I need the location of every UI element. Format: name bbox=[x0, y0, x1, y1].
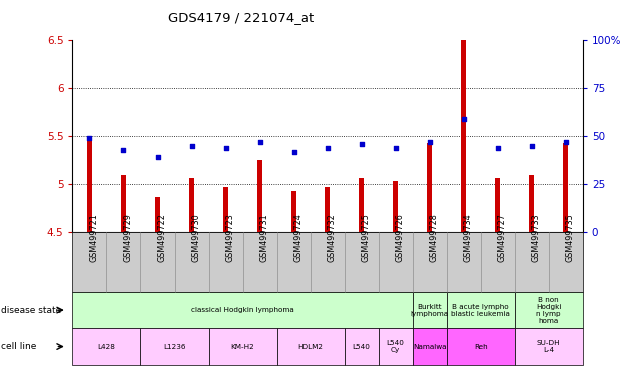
Text: GSM499735: GSM499735 bbox=[566, 214, 575, 262]
Text: L428: L428 bbox=[98, 344, 115, 349]
Text: KM-H2: KM-H2 bbox=[231, 344, 255, 349]
Text: GSM499729: GSM499729 bbox=[123, 213, 132, 262]
Point bbox=[152, 154, 163, 161]
Point bbox=[118, 147, 129, 153]
Point bbox=[527, 143, 537, 149]
Text: Namalwa: Namalwa bbox=[413, 344, 447, 349]
Point bbox=[493, 145, 503, 151]
Text: L540
Cy: L540 Cy bbox=[387, 340, 404, 353]
Point bbox=[84, 135, 94, 141]
Text: cell line: cell line bbox=[1, 342, 37, 351]
Text: SU-DH
L-4: SU-DH L-4 bbox=[537, 340, 561, 353]
Point bbox=[357, 141, 367, 147]
Text: classical Hodgkin lymphoma: classical Hodgkin lymphoma bbox=[191, 307, 294, 313]
Text: L540: L540 bbox=[353, 344, 370, 349]
Bar bbox=[291, 191, 296, 232]
Text: GSM499732: GSM499732 bbox=[328, 214, 336, 262]
Text: GSM499723: GSM499723 bbox=[226, 214, 234, 262]
Text: GSM499731: GSM499731 bbox=[260, 214, 268, 262]
Text: GSM499725: GSM499725 bbox=[362, 213, 370, 262]
Point bbox=[289, 149, 299, 155]
Text: GSM499721: GSM499721 bbox=[89, 214, 98, 262]
Text: HDLM2: HDLM2 bbox=[297, 344, 324, 349]
Text: GSM499734: GSM499734 bbox=[464, 214, 472, 262]
Text: L1236: L1236 bbox=[163, 344, 186, 349]
Bar bbox=[393, 181, 398, 232]
Point bbox=[391, 145, 401, 151]
Text: GSM499730: GSM499730 bbox=[192, 214, 200, 262]
Bar bbox=[87, 136, 92, 232]
Text: Reh: Reh bbox=[474, 344, 488, 349]
Bar bbox=[325, 187, 330, 232]
Text: GSM499722: GSM499722 bbox=[158, 213, 166, 262]
Bar bbox=[155, 197, 160, 232]
Point bbox=[561, 139, 571, 145]
Bar bbox=[189, 177, 194, 232]
Point bbox=[255, 139, 265, 145]
Text: GSM499727: GSM499727 bbox=[498, 213, 507, 262]
Point bbox=[220, 145, 231, 151]
Bar bbox=[461, 40, 466, 232]
Text: Burkitt
lymphoma: Burkitt lymphoma bbox=[411, 304, 449, 316]
Text: GSM499733: GSM499733 bbox=[532, 214, 541, 262]
Bar bbox=[529, 175, 534, 232]
Text: B acute lympho
blastic leukemia: B acute lympho blastic leukemia bbox=[451, 304, 510, 316]
Bar bbox=[427, 143, 432, 232]
Text: GSM499726: GSM499726 bbox=[396, 214, 404, 262]
Text: B non
Hodgki
n lymp
homa: B non Hodgki n lymp homa bbox=[536, 296, 561, 324]
Point bbox=[459, 116, 469, 122]
Text: GSM499728: GSM499728 bbox=[430, 214, 438, 262]
Text: GDS4179 / 221074_at: GDS4179 / 221074_at bbox=[168, 12, 314, 25]
Bar bbox=[563, 143, 568, 232]
Point bbox=[425, 139, 435, 145]
Bar bbox=[121, 175, 126, 232]
Text: disease state: disease state bbox=[1, 306, 62, 314]
Text: GSM499724: GSM499724 bbox=[294, 214, 302, 262]
Point bbox=[323, 145, 333, 151]
Bar bbox=[359, 177, 364, 232]
Bar bbox=[495, 177, 500, 232]
Bar bbox=[223, 187, 228, 232]
Bar bbox=[257, 161, 262, 232]
Point bbox=[186, 143, 197, 149]
